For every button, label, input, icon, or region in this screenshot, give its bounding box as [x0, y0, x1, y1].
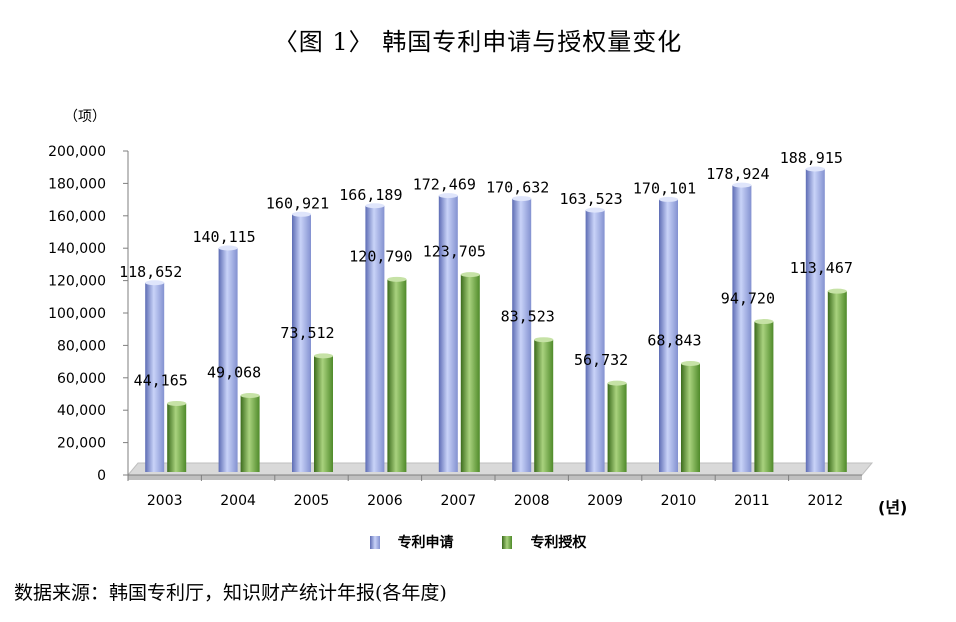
bar-applications	[805, 168, 825, 472]
x-tick-label: 2005	[294, 493, 330, 509]
data-label-grants: 123,705	[423, 243, 486, 261]
x-axis-unit: (년)	[878, 498, 908, 517]
data-label-applications: 160,921	[266, 194, 329, 212]
data-label-grants: 73,512	[280, 324, 334, 342]
data-label-grants: 44,165	[134, 371, 188, 389]
y-tick-label: 80,000	[57, 338, 106, 354]
data-label-applications: 163,523	[559, 190, 622, 208]
legend-swatch-applications	[369, 535, 380, 549]
y-tick-label: 120,000	[48, 274, 106, 290]
bar-top-applications	[218, 245, 238, 251]
x-tick-label: 2007	[440, 493, 476, 509]
bar-grants	[754, 321, 774, 472]
data-label-grants: 120,790	[349, 247, 412, 265]
bar-top-applications	[292, 211, 311, 217]
x-tick-label: 2003	[147, 493, 183, 509]
bar-grants	[827, 291, 847, 472]
data-label-applications: 170,101	[633, 179, 696, 197]
data-label-applications: 166,189	[339, 186, 402, 204]
data-label-applications: 170,632	[486, 179, 549, 197]
legend-label-applications: 专利申请	[397, 535, 454, 551]
bar-grants	[681, 363, 700, 472]
bar-top-grants	[240, 393, 260, 399]
y-tick-label: 160,000	[48, 209, 106, 225]
data-label-applications: 188,915	[780, 149, 843, 167]
bar-applications	[659, 199, 678, 472]
x-tick-label: 2010	[661, 493, 697, 509]
bar-grants	[534, 339, 554, 472]
legend-item-grants: 专利授权	[502, 532, 586, 552]
legend: 专利申请 专利授权	[0, 532, 956, 553]
data-label-grants: 94,720	[721, 290, 775, 308]
x-tick-label: 2006	[367, 493, 403, 509]
bar-top-applications	[365, 203, 385, 209]
y-tick-label: 200,000	[48, 144, 106, 160]
bar-top-applications	[732, 182, 752, 188]
bar-top-applications	[438, 193, 458, 199]
bar-top-grants	[534, 337, 554, 343]
y-tick-label: 180,000	[48, 176, 106, 192]
bar-grants	[460, 274, 480, 472]
bar-top-applications	[145, 280, 165, 286]
y-tick-label: 40,000	[57, 403, 106, 419]
data-label-applications: 172,469	[413, 176, 476, 194]
x-tick-label: 2008	[514, 493, 550, 509]
x-tick-label: 2009	[587, 493, 623, 509]
bar-top-applications	[512, 196, 532, 202]
bar-applications	[585, 210, 605, 472]
bar-applications	[218, 248, 238, 472]
bar-applications	[438, 195, 458, 472]
bar-applications	[732, 185, 752, 472]
data-label-applications: 140,115	[192, 228, 255, 246]
bar-top-grants	[460, 272, 480, 278]
y-tick-label: 60,000	[57, 371, 106, 387]
bar-applications	[512, 198, 532, 472]
bar-grants	[240, 395, 260, 472]
bar-top-grants	[681, 360, 700, 366]
bar-grants	[387, 279, 407, 472]
data-label-grants: 83,523	[501, 308, 555, 326]
x-tick-label: 2011	[734, 493, 770, 509]
bar-top-applications	[805, 166, 825, 172]
data-label-grants: 49,068	[207, 364, 261, 382]
data-label-grants: 68,843	[647, 331, 701, 349]
bar-grants	[167, 403, 187, 472]
y-tick-label: 140,000	[48, 241, 106, 257]
source-note: 数据来源：韩国专利厅，知识财产统计年报(各年度)	[14, 582, 447, 604]
legend-item-applications: 专利申请	[369, 532, 454, 552]
chart-title: 〈图 1〉 韩国专利申请与授权量变化	[273, 28, 683, 56]
x-tick-label: 2012	[807, 493, 843, 509]
bar-applications	[365, 205, 385, 473]
bar-top-grants	[607, 380, 627, 386]
bar-grants	[314, 355, 333, 472]
y-tick-label: 100,000	[48, 306, 106, 322]
legend-swatch-grants	[502, 535, 513, 549]
data-label-grants: 56,732	[574, 351, 628, 369]
data-label-applications: 178,924	[706, 165, 769, 183]
bar-grants	[607, 383, 627, 472]
y-tick-label: 0	[97, 468, 106, 484]
bar-applications	[292, 214, 311, 472]
bar-top-applications	[585, 207, 605, 213]
x-tick-label: 2004	[220, 493, 256, 509]
bar-top-grants	[167, 400, 187, 406]
bar-top-grants	[314, 353, 333, 359]
data-label-applications: 118,652	[119, 263, 182, 281]
bar-applications	[145, 282, 165, 472]
y-tick-label: 20,000	[57, 436, 106, 452]
y-axis-unit: （项）	[64, 109, 106, 125]
legend-label-grants: 专利授权	[530, 535, 587, 551]
bar-top-grants	[387, 276, 407, 282]
bar-top-grants	[827, 288, 847, 294]
bar-top-grants	[754, 319, 774, 325]
data-label-grants: 113,467	[790, 259, 853, 277]
bar-top-applications	[659, 196, 678, 202]
